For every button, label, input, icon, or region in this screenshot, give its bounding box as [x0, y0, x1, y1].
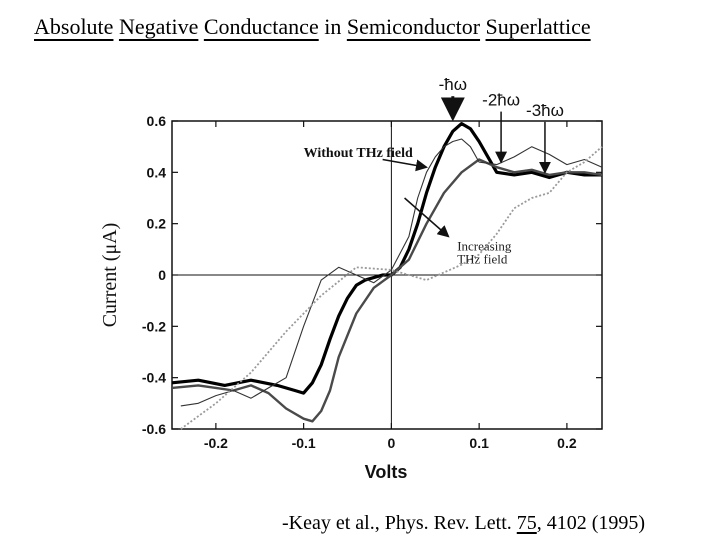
citation-prefix: -Keay et al., Phys. Rev. Lett.: [282, 512, 517, 534]
x-tick-label: 0: [387, 435, 395, 451]
citation: -Keay et al., Phys. Rev. Lett. 75, 4102 …: [282, 512, 645, 535]
title-word-1: Absolute: [34, 14, 114, 39]
marker-2hw-label: -2ħω: [482, 91, 520, 110]
x-tick-label: 0.2: [557, 435, 577, 451]
title-word-6: Superlattice: [485, 14, 591, 39]
without-thz-arrow: [382, 158, 428, 172]
x-tick-label: -0.2: [204, 435, 228, 451]
y-tick-label: -0.2: [142, 318, 166, 334]
title-word-2: Negative: [118, 14, 199, 39]
increasing-thz-arrow: [404, 197, 450, 238]
x-axis-label: Volts: [365, 462, 408, 482]
citation-suffix: , 4102 (1995): [536, 512, 646, 534]
slide-title: Absolute Negative Conductance in Semicon…: [34, 14, 591, 40]
series-line-3: [180, 138, 603, 407]
y-tick-label: 0.2: [147, 216, 167, 232]
x-tick-label: -0.1: [292, 435, 316, 451]
title-word-4: in: [324, 14, 342, 39]
citation-volume: 75: [516, 512, 537, 534]
marker-1hw-label: -ħω: [439, 75, 467, 94]
x-tick-label: 0.1: [469, 435, 489, 451]
y-tick-label: 0.6: [147, 113, 167, 129]
annotation-without-thz: Without THz field: [304, 146, 413, 161]
y-tick-label: -0.6: [142, 421, 166, 437]
series-line-1: [171, 122, 602, 395]
y-tick-label: -0.4: [142, 370, 166, 386]
y-tick-label: 0: [158, 267, 166, 283]
y-tick-label: 0.4: [147, 164, 167, 180]
annotation-increasing-thz-1: Increasing: [457, 239, 512, 254]
series-line-4: [180, 146, 603, 430]
series-line-2: [171, 158, 603, 423]
title-word-3: Conductance: [203, 14, 319, 39]
marker-3hw-label: -3ħω: [526, 101, 564, 120]
title-word-5: Semiconductor: [346, 14, 481, 39]
y-axis-label: Current (μA): [99, 223, 121, 328]
annotation-increasing-thz-2: THz field: [457, 251, 508, 266]
